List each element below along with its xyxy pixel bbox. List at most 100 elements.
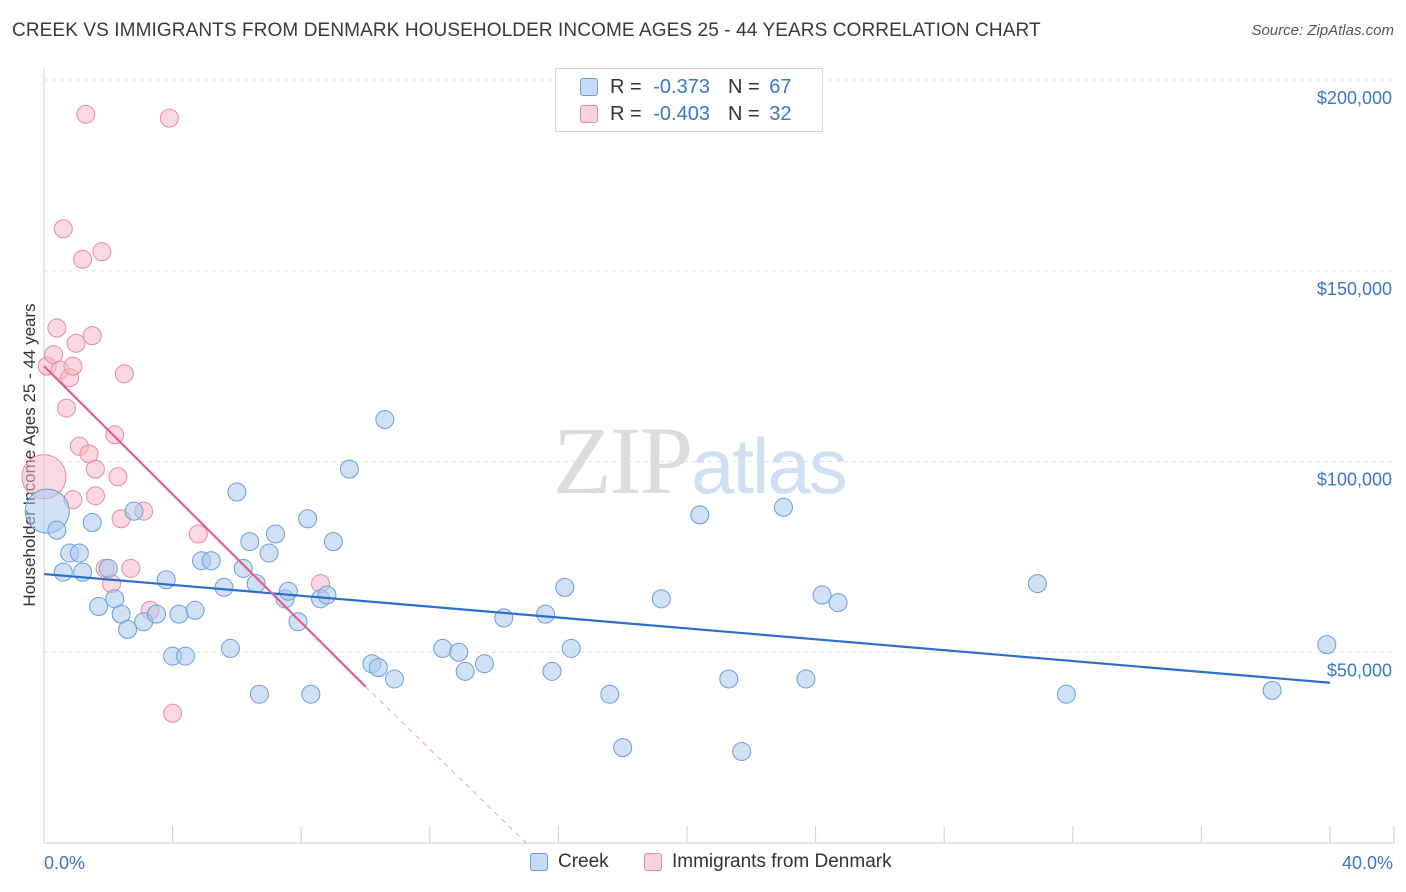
creek-point xyxy=(278,581,298,601)
denmark-point xyxy=(85,459,105,479)
denmark-point xyxy=(121,558,141,578)
creek-point xyxy=(220,638,240,658)
denmark-point xyxy=(85,486,105,506)
x-tick-label-max: 40.0% xyxy=(1342,853,1393,873)
denmark-point xyxy=(105,425,125,445)
denmark-point xyxy=(76,104,96,124)
legend-denmark-n-label: N = xyxy=(727,102,766,125)
denmark-point xyxy=(82,326,102,346)
creek-point xyxy=(474,654,494,674)
denmark-point xyxy=(108,467,128,487)
creek-point xyxy=(828,593,848,613)
creek-point xyxy=(265,524,285,544)
denmark-point xyxy=(73,249,93,269)
chart-title: CREEK VS IMMIGRANTS FROM DENMARK HOUSEHO… xyxy=(12,20,1041,41)
source-label: Source: ZipAtlas.com xyxy=(1251,22,1394,39)
legend-denmark-r-value: -0.403 xyxy=(653,102,710,125)
creek-trend-line xyxy=(43,572,1331,684)
creek-point xyxy=(613,738,633,758)
series-legend-creek[interactable]: Creek xyxy=(530,851,609,873)
creek-point xyxy=(455,661,475,681)
watermark-zip: ZIP xyxy=(553,407,693,514)
denmark-point xyxy=(92,242,112,262)
watermark-atlas: atlas xyxy=(691,422,848,510)
creek-point xyxy=(1056,684,1076,704)
creek-point xyxy=(323,532,343,552)
creek-point xyxy=(317,585,337,605)
creek-point xyxy=(169,604,189,624)
series-legend-denmark[interactable]: Immigrants from Denmark xyxy=(644,851,892,873)
creek-point xyxy=(227,482,247,502)
denmark-point xyxy=(66,333,86,353)
y-tick-label: $50,000 xyxy=(1327,660,1392,680)
denmark-point xyxy=(57,398,77,418)
legend-creek-n-value: 67 xyxy=(769,75,792,98)
creek-point xyxy=(1027,574,1047,594)
denmark-point xyxy=(47,318,67,338)
series-legend: Creek Immigrants from Denmark xyxy=(0,851,1406,877)
legend-row-creek: R = -0.373 N = 67 xyxy=(580,74,791,100)
creek-point xyxy=(555,577,575,597)
creek-legend-label: Creek xyxy=(558,851,609,872)
creek-point xyxy=(249,684,269,704)
creek-point xyxy=(339,459,359,479)
legend-denmark-r-label: R = xyxy=(610,102,648,125)
creek-point xyxy=(1262,680,1282,700)
creek-point xyxy=(298,509,318,529)
denmark-point xyxy=(159,108,179,128)
creek-point xyxy=(542,661,562,681)
denmark-point xyxy=(163,703,183,723)
denmark-trend-extension xyxy=(365,686,527,844)
creek-point xyxy=(147,604,167,624)
denmark-point xyxy=(53,219,73,239)
creek-point xyxy=(98,558,118,578)
creek-point xyxy=(201,551,221,571)
creek-point xyxy=(732,741,752,761)
creek-point xyxy=(796,669,816,689)
creek-point xyxy=(214,577,234,597)
correlation-legend: R = -0.373 N = 67 R = -0.403 N = 32 xyxy=(555,68,823,132)
creek-point xyxy=(118,619,138,639)
creek-point xyxy=(185,600,205,620)
denmark-legend-label: Immigrants from Denmark xyxy=(672,851,892,872)
creek-legend-swatch xyxy=(530,853,548,871)
creek-point xyxy=(175,646,195,666)
legend-creek-r-label: R = xyxy=(610,75,648,98)
legend-denmark-n-value: 32 xyxy=(769,102,792,125)
creek-point xyxy=(600,684,620,704)
creek-point xyxy=(259,543,279,563)
creek-point xyxy=(375,410,395,430)
creek-point xyxy=(368,658,388,678)
legend-creek-r-value: -0.373 xyxy=(653,75,710,98)
legend-row-denmark: R = -0.403 N = 32 xyxy=(580,101,791,127)
creek-point xyxy=(449,642,469,662)
creek-point xyxy=(82,513,102,533)
y-tick-label: $150,000 xyxy=(1317,279,1392,299)
creek-point xyxy=(384,669,404,689)
legend-creek-n-label: N = xyxy=(727,75,766,98)
creek-point xyxy=(47,520,67,540)
y-tick-label: $100,000 xyxy=(1317,470,1392,490)
denmark-point xyxy=(63,356,83,376)
denmark-point xyxy=(188,524,208,544)
denmark-point xyxy=(114,364,134,384)
creek-point xyxy=(288,612,308,632)
creek-point xyxy=(124,501,144,521)
denmark-trend-line xyxy=(43,365,367,688)
creek-point xyxy=(301,684,321,704)
creek-swatch xyxy=(580,78,598,96)
creek-point xyxy=(240,532,260,552)
y-tick-label: $200,000 xyxy=(1317,88,1392,108)
creek-point xyxy=(651,589,671,609)
creek-point xyxy=(561,638,581,658)
creek-point xyxy=(690,505,710,525)
watermark: ZIPatlas xyxy=(553,405,848,516)
creek-point xyxy=(719,669,739,689)
creek-point xyxy=(812,585,832,605)
creek-point xyxy=(89,596,109,616)
creek-point xyxy=(53,562,73,582)
creek-point xyxy=(536,604,556,624)
creek-point xyxy=(69,543,89,563)
denmark-swatch xyxy=(580,105,598,123)
creek-point xyxy=(156,570,176,590)
